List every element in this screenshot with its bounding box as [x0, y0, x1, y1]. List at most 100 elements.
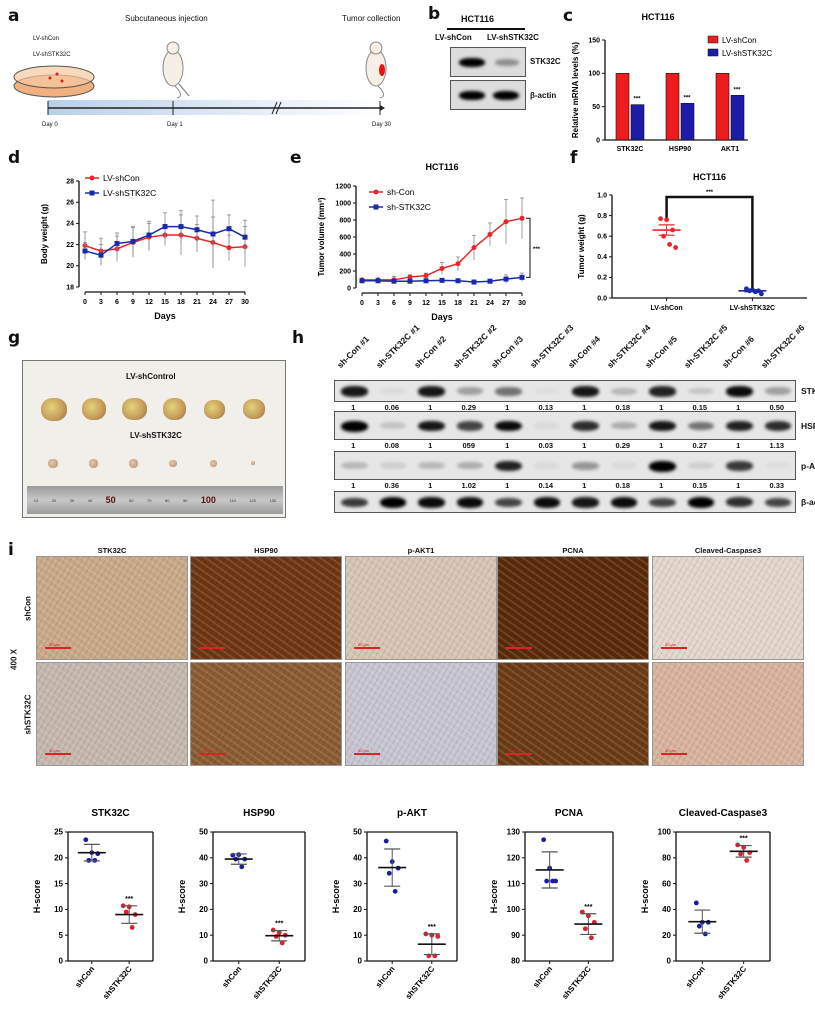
scale-bar-label: 50 μm	[510, 642, 522, 647]
day-30-label: Day 30	[372, 122, 392, 128]
band	[533, 497, 560, 508]
legend-marker	[89, 175, 95, 181]
band	[459, 91, 485, 100]
data-point	[279, 940, 285, 946]
tumor-large	[162, 398, 186, 420]
y-tick-label: 80	[662, 853, 671, 862]
data-point	[667, 242, 672, 247]
quant-value: 1	[505, 403, 510, 412]
band	[764, 420, 791, 431]
significance-bracket	[665, 195, 754, 288]
x-tick-label: 0	[83, 299, 87, 306]
x-tick-label: 0	[360, 300, 364, 307]
panel-label-e: e	[290, 148, 302, 168]
y-tick-label: 1000	[335, 200, 351, 207]
y-tick-label: 0	[204, 957, 209, 966]
legend-swatch	[707, 35, 719, 44]
x-tick-label: shCon	[220, 964, 243, 989]
scale-bar-label: 50 μm	[510, 748, 522, 753]
y-tick-label: 0.4	[597, 254, 607, 261]
data-point	[98, 252, 104, 258]
band	[495, 460, 522, 472]
significance-label: ***	[584, 904, 592, 911]
band	[572, 461, 599, 470]
panel-label-i: i	[8, 540, 14, 560]
band	[533, 462, 560, 469]
data-point	[759, 291, 764, 297]
blot-row-p-akt1	[334, 451, 796, 480]
significance-label: ***	[428, 924, 436, 931]
data-point	[541, 837, 547, 843]
row-label: shCon	[23, 596, 33, 621]
scale-bar	[506, 647, 532, 649]
data-point	[455, 261, 461, 267]
x-tick-label: STK32C	[617, 146, 644, 153]
scale-bar	[354, 753, 380, 755]
quant-value: 1	[736, 441, 741, 450]
ruler-mark: 110	[229, 497, 236, 503]
legend-marker	[89, 190, 95, 196]
chart-hscore-pcna: PCNA 80 90 100 110 120 130 H-score shCon shSTK32C…	[489, 808, 614, 1001]
y-tick-label: 25	[54, 828, 63, 837]
mouse-injection-icon	[162, 41, 190, 99]
legend-marker	[373, 189, 379, 195]
ruler: 10 20 30 40 50 60 70 80 90 100 110 120 130	[27, 486, 283, 514]
y-axis-label: Body weight (g)	[40, 204, 49, 264]
data-point	[471, 245, 477, 251]
legend-swatch	[707, 48, 719, 57]
y-tick-label: 5	[59, 931, 64, 940]
lane-label: sh-Con #5	[642, 333, 680, 370]
ihc-image: 50 μm	[190, 556, 342, 660]
tumor-large	[82, 398, 106, 420]
data-point	[503, 219, 509, 225]
band	[379, 462, 406, 469]
ruler-mark: 100	[200, 495, 216, 505]
day-0-label: Day 0	[42, 122, 58, 128]
data-point	[407, 274, 413, 280]
x-tick-label: shCon	[374, 964, 397, 989]
band	[572, 420, 599, 431]
quant-value: 0.33	[769, 481, 785, 490]
blot-row-label: STK32C	[801, 386, 815, 396]
data-point	[503, 276, 509, 282]
blot-row-beta-actin	[450, 80, 526, 110]
data-point	[386, 870, 392, 876]
data-point	[123, 909, 129, 915]
y-tick-label: 26	[66, 200, 74, 207]
band	[687, 387, 714, 395]
scale-bar-label: 50 μm	[49, 748, 61, 753]
y-tick-label: 60	[662, 879, 671, 888]
scale-bar-label: 50 μm	[665, 642, 677, 647]
band	[726, 497, 753, 508]
bar	[665, 73, 680, 141]
quant-value: 1	[351, 441, 356, 450]
y-tick-label: 0.6	[597, 234, 607, 241]
band	[533, 422, 560, 429]
y-tick-label: 0	[358, 957, 363, 966]
band	[649, 497, 676, 508]
band	[765, 462, 792, 468]
data-point	[702, 931, 708, 937]
legend-label: LV-shCon	[103, 173, 140, 183]
scale-bar-label: 50 μm	[203, 642, 215, 647]
quant-value: 1	[736, 481, 741, 490]
blot-row-stk32c	[450, 47, 526, 77]
chart-title: PCNA	[555, 808, 583, 819]
band	[418, 497, 445, 508]
tumor-small	[48, 458, 58, 468]
step-injection: Subcutaneous injection	[125, 14, 208, 23]
scale-bar	[506, 753, 532, 755]
quant-value: 1	[505, 481, 510, 490]
scale-bar	[45, 753, 71, 755]
chart-c-mrna: HCT116 0 50 100 150 Relative mRNA levels (%) *…	[571, 12, 772, 153]
quant-value: 1	[659, 481, 664, 490]
chart-hscore-p-akt: p-AKT 0 10 20 30 40 50 H-score shCon shSTK32C ***	[331, 808, 458, 1001]
band	[456, 462, 483, 470]
quant-value: 0.18	[615, 403, 631, 412]
data-point	[130, 238, 136, 244]
data-point	[114, 241, 120, 247]
data-point	[550, 878, 556, 884]
panel-label-c: c	[563, 6, 574, 26]
tumor-large	[203, 399, 225, 419]
y-tick-label: 0.2	[597, 275, 607, 282]
